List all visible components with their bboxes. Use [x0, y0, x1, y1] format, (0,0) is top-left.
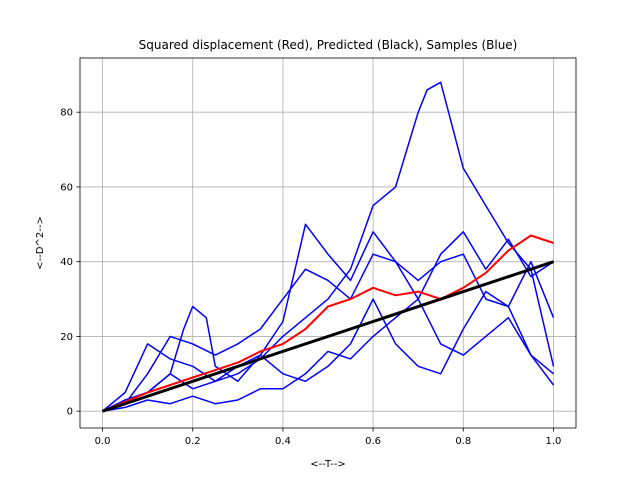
plot-frame [79, 57, 577, 429]
y-tick-label: 40 [60, 257, 73, 268]
y-tick-label: 20 [60, 332, 73, 343]
sample-path-line [102, 298, 555, 412]
predicted-line [102, 260, 554, 413]
chart-title: Squared displacement (Red), Predicted (B… [139, 38, 518, 52]
x-axis-label: <--T--> [310, 459, 345, 470]
sample-path-line [102, 253, 554, 412]
x-tick-label: 1.0 [546, 436, 562, 447]
x-tick-label: 0.4 [275, 436, 291, 447]
squared-displacement-line [102, 234, 554, 413]
grid [80, 58, 576, 428]
ticks: 0.0 0.2 0.4 0.6 0.8 1.0 0 20 40 60 80 [60, 108, 561, 447]
x-tick-label: 0.6 [365, 436, 381, 447]
series-layer [102, 81, 555, 413]
x-tick-label: 0.8 [455, 436, 471, 447]
y-tick-label: 0 [67, 407, 73, 418]
x-tick-label: 0.2 [185, 436, 201, 447]
sample-path-line [102, 260, 555, 412]
y-tick-label: 80 [60, 108, 73, 119]
sample-path-line [102, 223, 554, 412]
y-tick-label: 60 [60, 182, 73, 193]
y-axis-label: <--D^2--> [35, 216, 46, 270]
x-tick-label: 0.0 [95, 436, 111, 447]
